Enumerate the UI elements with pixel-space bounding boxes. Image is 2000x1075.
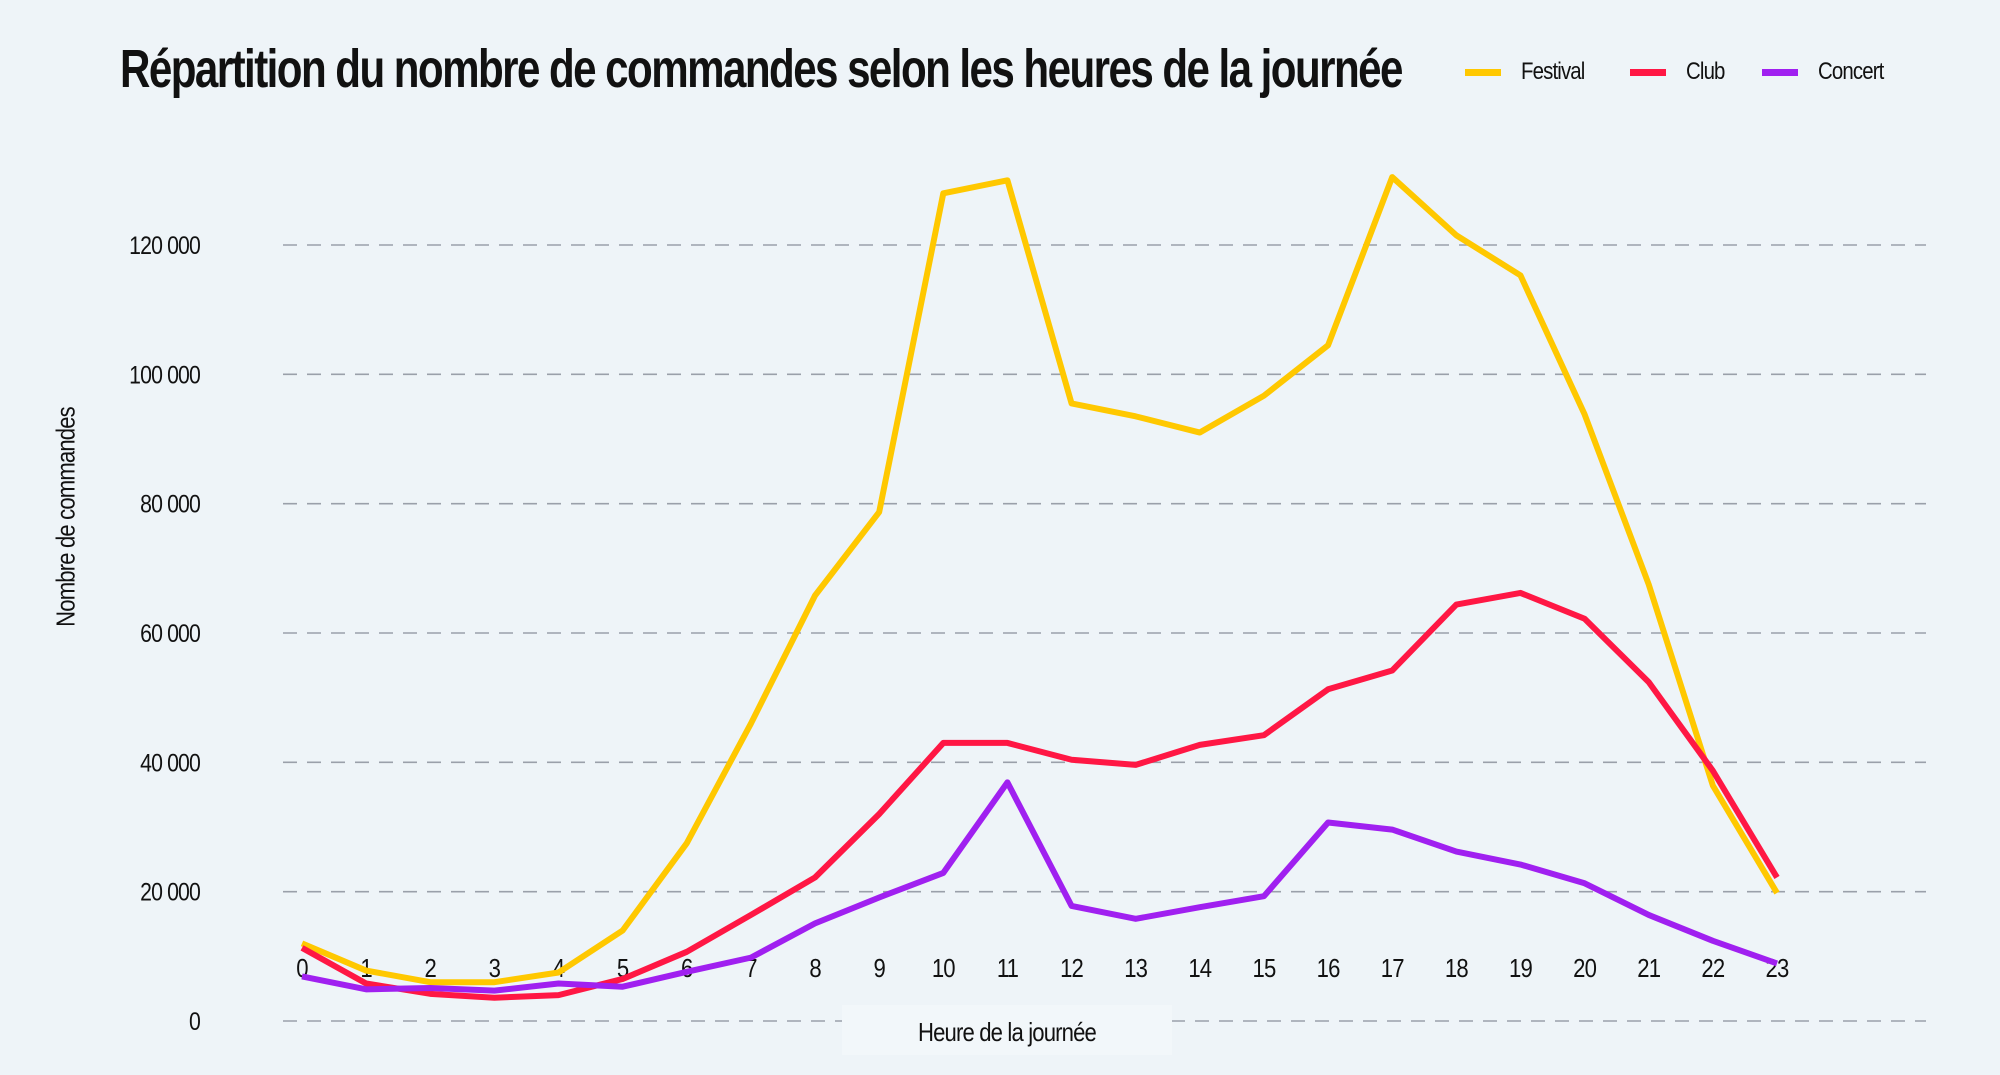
y-axis-title: Nombre de commandes (50, 407, 81, 627)
y-tick-label: 80 000 (140, 490, 200, 518)
y-tick-label: 60 000 (140, 619, 200, 647)
y-tick-label: 20 000 (140, 878, 200, 906)
legend-item-club: Club (1630, 58, 1731, 86)
series-lines (300, 174, 1780, 1001)
chart-title: Répartition du nombre de commandes selon… (120, 39, 1403, 99)
y-tick-label: 0 (189, 1007, 200, 1035)
x-tick-label: 10 (932, 954, 955, 983)
x-tick-label: 13 (1124, 954, 1147, 983)
x-tick-label: 14 (1188, 954, 1211, 983)
x-tick-label: 9 (873, 954, 885, 983)
legend-label: Concert (1818, 58, 1884, 85)
series-line-club (300, 589, 1780, 1001)
x-tick-label: 15 (1253, 954, 1276, 983)
legend-label: Club (1686, 58, 1725, 85)
x-tick-label: 7 (745, 954, 757, 983)
x-tick-label: 17 (1381, 954, 1404, 983)
x-axis-title-box: Heure de la journée (842, 1005, 1172, 1055)
x-tick-label: 20 (1573, 954, 1596, 983)
legend-swatch-festival (1465, 68, 1501, 76)
y-tick-label: 120 000 (129, 231, 200, 259)
x-tick-label: 16 (1317, 954, 1340, 983)
x-axis-title: Heure de la journée (918, 1017, 1097, 1047)
x-tick-label: 19 (1509, 954, 1532, 983)
legend-label: Festival (1521, 58, 1585, 85)
x-tick-label: 21 (1637, 954, 1660, 983)
y-axis-ticks: 0 20 000 40 000 60 000 80 000 100 000 120 000 (129, 231, 201, 1035)
x-tick-label: 12 (1060, 954, 1083, 983)
y-tick-label: 100 000 (129, 361, 200, 389)
gridlines (283, 244, 1926, 1022)
x-tick-label: 3 (489, 954, 501, 983)
series-line-festival (300, 174, 1780, 986)
x-tick-label: 11 (997, 954, 1019, 983)
x-tick-label: 8 (809, 954, 821, 983)
legend-swatch-concert (1762, 68, 1798, 76)
y-tick-label: 40 000 (140, 749, 200, 777)
x-tick-label: 22 (1701, 954, 1724, 983)
x-tick-label: 2 (425, 954, 437, 983)
x-tick-label: 18 (1445, 954, 1468, 983)
series-line-concert (301, 779, 1778, 994)
legend-swatch-club (1630, 68, 1666, 76)
legend-item-concert: Concert (1762, 58, 1895, 86)
legend-item-festival: Festival (1465, 58, 1596, 86)
